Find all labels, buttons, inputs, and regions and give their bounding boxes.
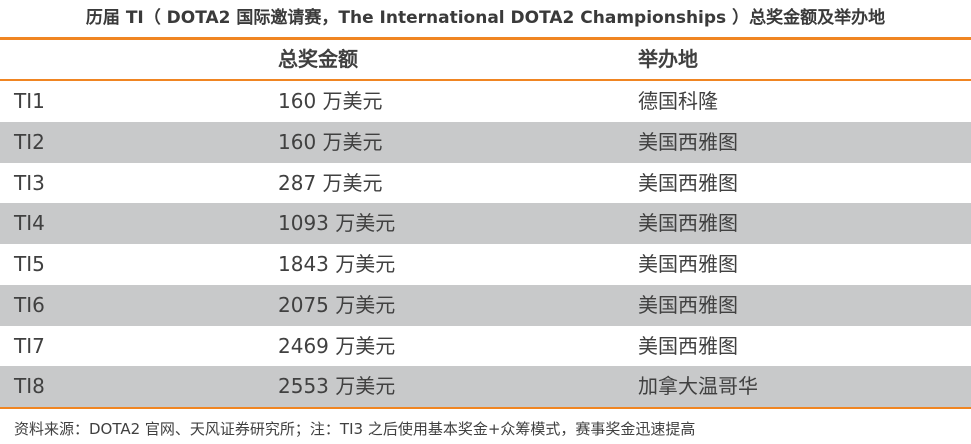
cell-prize: 2469 万美元 bbox=[278, 333, 396, 358]
table-row: TI6 2075 万美元 美国西雅图 bbox=[0, 284, 971, 326]
cell-venue: 美国西雅图 bbox=[638, 211, 738, 236]
cell-prize: 1093 万美元 bbox=[278, 211, 396, 236]
table-row: TI4 1093 万美元 美国西雅图 bbox=[0, 203, 971, 245]
footnote: 资料来源：DOTA2 官网、天风证券研究所；注：TI3 之后使用基本奖金+众筹模… bbox=[14, 420, 696, 438]
cell-name: TI7 bbox=[14, 333, 45, 358]
cell-name: TI2 bbox=[14, 129, 45, 154]
table-row: TI3 287 万美元 美国西雅图 bbox=[0, 163, 971, 204]
cell-venue: 加拿大温哥华 bbox=[638, 374, 758, 399]
table-row: TI2 160 万美元 美国西雅图 bbox=[0, 121, 971, 163]
cell-prize: 160 万美元 bbox=[278, 129, 383, 154]
header-venue: 举办地 bbox=[638, 47, 698, 71]
bottom-divider bbox=[0, 407, 971, 409]
table-header: 总奖金额 举办地 bbox=[0, 40, 971, 79]
cell-name: TI8 bbox=[14, 374, 45, 399]
cell-venue: 美国西雅图 bbox=[638, 292, 738, 317]
cell-prize: 2553 万美元 bbox=[278, 374, 396, 399]
cell-prize: 2075 万美元 bbox=[278, 292, 396, 317]
table-row: TI1 160 万美元 德国科隆 bbox=[0, 81, 971, 122]
cell-venue: 美国西雅图 bbox=[638, 129, 738, 154]
table-title: 历届 TI（ DOTA2 国际邀请赛，The International DOT… bbox=[85, 8, 886, 28]
cell-venue: 美国西雅图 bbox=[638, 170, 738, 195]
cell-name: TI4 bbox=[14, 211, 45, 236]
header-prize: 总奖金额 bbox=[278, 47, 358, 71]
top-divider bbox=[0, 37, 971, 40]
cell-name: TI3 bbox=[14, 170, 45, 195]
header-divider bbox=[0, 79, 971, 81]
cell-prize: 287 万美元 bbox=[278, 170, 383, 195]
cell-prize: 160 万美元 bbox=[278, 89, 383, 113]
cell-prize: 1843 万美元 bbox=[278, 252, 396, 276]
cell-name: TI5 bbox=[14, 252, 45, 276]
cell-venue: 美国西雅图 bbox=[638, 252, 738, 276]
cell-venue: 美国西雅图 bbox=[638, 333, 738, 358]
cell-name: TI6 bbox=[14, 292, 45, 317]
cell-name: TI1 bbox=[14, 89, 45, 113]
table-row: TI5 1843 万美元 美国西雅图 bbox=[0, 244, 971, 285]
table-row: TI8 2553 万美元 加拿大温哥华 bbox=[0, 366, 971, 408]
table-row: TI7 2469 万美元 美国西雅图 bbox=[0, 326, 971, 367]
cell-venue: 德国科隆 bbox=[638, 89, 718, 113]
